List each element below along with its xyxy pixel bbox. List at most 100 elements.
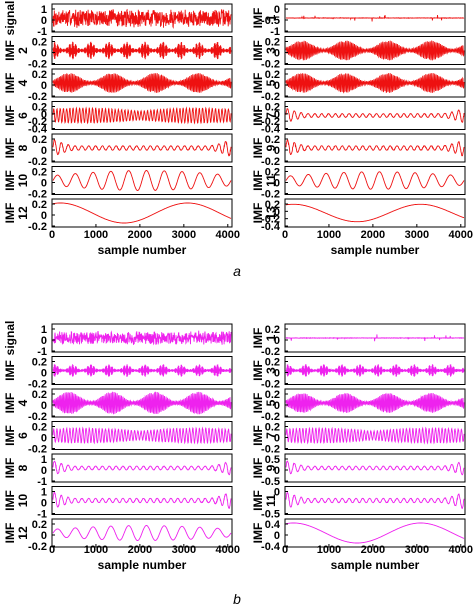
subplot-title: IMF	[251, 393, 265, 414]
x-tick-label: 0	[282, 544, 288, 556]
subplot: 0.20-0.2 IMF	[3, 356, 233, 391]
y-tick-label: 0	[274, 145, 280, 157]
y-tick-label: -0.2	[261, 189, 280, 201]
subplot-title: 2	[16, 47, 30, 54]
y-tick-label: 0.2	[265, 199, 280, 211]
x-tick-label: 3000	[172, 544, 196, 556]
subplot-title: 8	[16, 464, 30, 471]
y-tick-label: -0.4	[261, 221, 281, 233]
y-tick-label: 0.2	[32, 422, 47, 434]
subplot-title: 12	[16, 526, 30, 540]
imf-trace	[52, 330, 232, 346]
subplot-title: IMF	[3, 458, 17, 479]
y-tick-label: 1	[41, 4, 47, 16]
y-tick-label: 0	[41, 210, 47, 222]
x-tick-label: 0	[282, 229, 288, 241]
subplot-title: 5	[264, 79, 278, 86]
subplot-title: IMF	[251, 170, 265, 191]
y-tick-label: -0.5	[261, 476, 280, 488]
subplot: 0.20-0.2 IMF 4	[3, 68, 233, 103]
imf-trace	[285, 171, 465, 190]
y-tick-label: -1	[37, 26, 47, 38]
y-tick-label: 0.2	[265, 324, 280, 336]
y-tick-label: -0.2	[261, 346, 280, 358]
subplot-title: IMF	[251, 328, 265, 349]
subplot-title: 1	[264, 14, 278, 21]
subplot-frame	[284, 198, 466, 228]
y-tick-label: 0	[41, 465, 47, 477]
y-tick-label: 0.2	[32, 167, 47, 179]
y-tick-label: -0.2	[28, 156, 47, 168]
subplot-title: 8	[16, 144, 30, 151]
subplot-title: 7	[264, 112, 278, 119]
y-tick-label: 0	[274, 335, 280, 347]
subplot-title: 10	[16, 174, 30, 188]
imf-trace	[285, 14, 465, 22]
y-tick-label: 0	[274, 487, 280, 499]
subplot: 0.20-0.2-0.4 IMF 6	[3, 101, 233, 136]
subplot-title: IMF	[251, 490, 265, 511]
y-tick-label: 1	[41, 324, 47, 336]
x-tick-label: 0	[49, 544, 55, 556]
imf-trace	[285, 491, 465, 509]
x-axis-label: sample number	[331, 243, 420, 257]
y-tick-label: -0.4	[261, 541, 281, 553]
y-tick-label: 0	[41, 530, 47, 542]
subplot-title: IMF	[251, 138, 265, 159]
y-tick-label: 0	[274, 368, 280, 380]
subplot-title: 7	[264, 432, 278, 439]
y-tick-label: 0	[274, 178, 280, 190]
x-tick-label: 4000	[216, 229, 240, 241]
x-tick-label: 4000	[449, 544, 473, 556]
y-tick-label: 0	[41, 145, 47, 157]
y-tick-label: 0.2	[32, 102, 47, 114]
y-tick-label: 0.2	[265, 37, 280, 49]
subplot-title: IMF	[3, 138, 17, 159]
subplot-title: IMF	[3, 490, 17, 511]
y-tick-label: 0	[274, 433, 280, 445]
x-tick-label: 0	[49, 229, 55, 241]
y-tick-label: -0.2	[261, 444, 280, 456]
x-tick-label: 4000	[449, 229, 473, 241]
subplot-title: IMF	[251, 203, 265, 224]
y-tick-label: -0.2	[261, 214, 280, 226]
subplot-title: IMF	[251, 360, 265, 381]
y-tick-label: 0.2	[265, 389, 280, 401]
y-tick-label: -0.2	[28, 444, 47, 456]
imf-trace	[52, 139, 232, 157]
subplot-title: 11	[264, 494, 278, 507]
subplot-title: 3	[264, 367, 278, 374]
x-axis-label: sample number	[98, 243, 187, 257]
imf-trace	[52, 391, 232, 415]
y-tick-label: 0	[41, 109, 47, 121]
y-tick-label: 0	[274, 206, 280, 218]
subplot-title: 6	[16, 432, 30, 439]
y-tick-label: 0.2	[265, 422, 280, 434]
y-tick-label: 0.2	[32, 199, 47, 211]
y-tick-label: 0	[41, 15, 47, 27]
imf-trace	[285, 392, 465, 414]
y-tick-label: 0.2	[265, 69, 280, 81]
y-tick-label: 1	[41, 487, 47, 499]
subplot-frame	[284, 518, 466, 548]
x-tick-label: 2000	[361, 544, 385, 556]
imf-trace	[285, 108, 465, 124]
subplot: 0.20-0.2 IMF 8	[3, 133, 233, 168]
imf-trace	[285, 40, 465, 61]
subplot-title: IMF	[3, 40, 17, 61]
y-tick-label: -0.2	[28, 221, 47, 233]
subplot-frame	[284, 133, 466, 163]
subplot-title: IMF	[3, 360, 17, 381]
subplot: 10-1 signal	[3, 321, 233, 358]
y-tick-label: 0	[274, 465, 280, 477]
y-tick-label: -0.2	[261, 116, 280, 128]
subplot-title: 10	[16, 494, 30, 508]
